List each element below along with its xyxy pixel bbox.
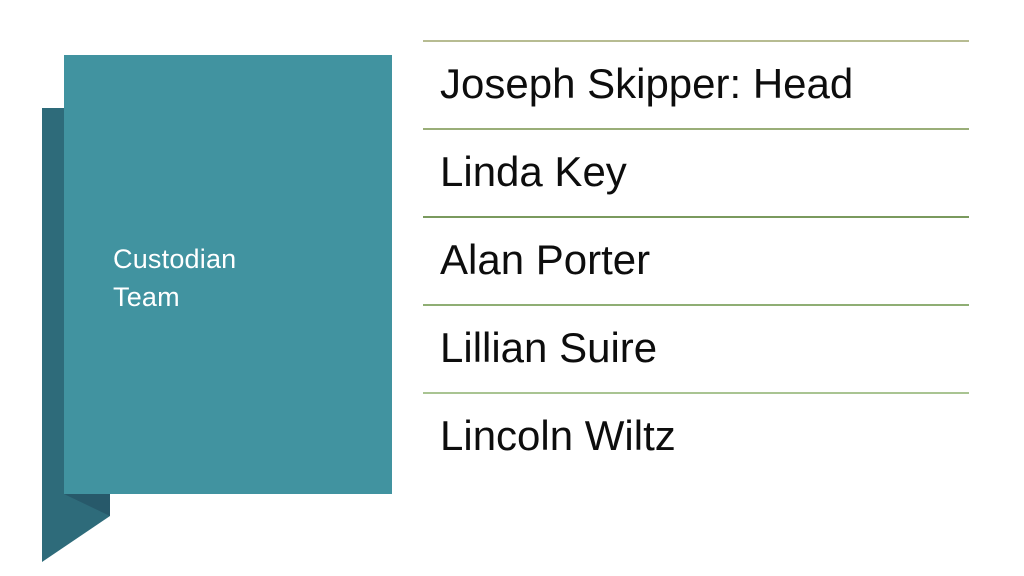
ribbon-tail-notch bbox=[64, 494, 110, 516]
list-item: Lincoln Wiltz bbox=[423, 392, 969, 480]
row-divider bbox=[423, 304, 969, 306]
ribbon-shape bbox=[42, 55, 392, 562]
ribbon-fold-shape bbox=[42, 108, 64, 494]
team-name-list: Joseph Skipper: Head Linda Key Alan Port… bbox=[423, 40, 969, 480]
row-divider bbox=[423, 392, 969, 394]
ribbon-face-shape bbox=[64, 55, 392, 494]
member-name: Linda Key bbox=[440, 148, 627, 195]
list-item: Linda Key bbox=[423, 128, 969, 216]
list-item: Joseph Skipper: Head bbox=[423, 40, 969, 128]
list-item: Lillian Suire bbox=[423, 304, 969, 392]
row-divider bbox=[423, 216, 969, 218]
row-divider bbox=[423, 40, 969, 42]
banner-label: Custodian Team bbox=[113, 244, 237, 312]
member-name: Alan Porter bbox=[440, 236, 651, 283]
row-divider bbox=[423, 128, 969, 130]
list-item: Alan Porter bbox=[423, 216, 969, 304]
member-name: Joseph Skipper: Head bbox=[440, 60, 854, 107]
member-name: Lillian Suire bbox=[440, 324, 658, 371]
ribbon-banner: Custodian Team bbox=[0, 0, 420, 576]
member-name: Lincoln Wiltz bbox=[440, 412, 676, 459]
